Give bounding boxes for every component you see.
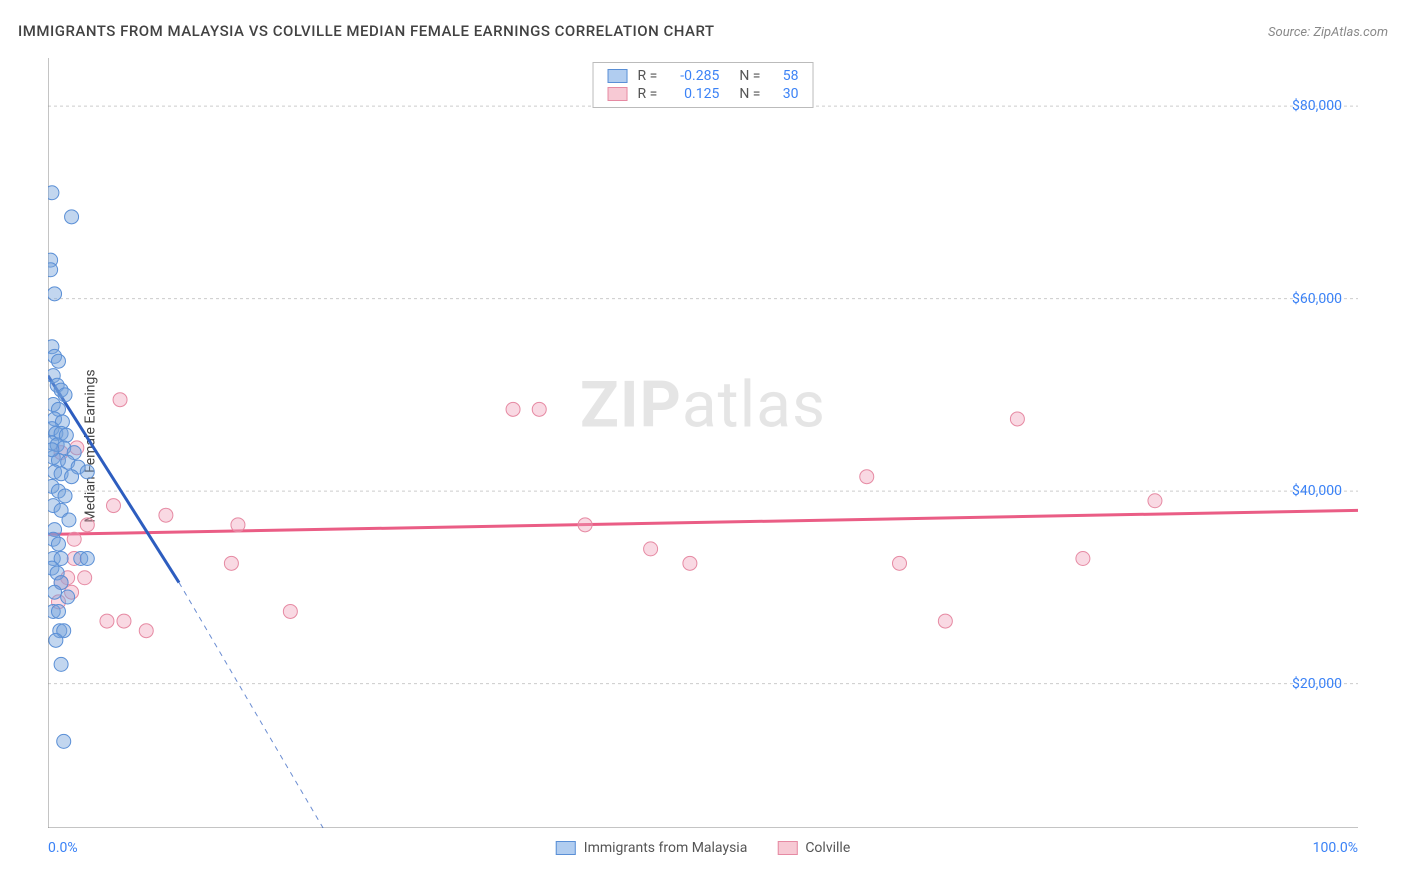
legend-swatch	[608, 69, 628, 83]
y-tick-label: $80,000	[1292, 98, 1342, 114]
legend-label: Immigrants from Malaysia	[584, 840, 748, 856]
legend-swatch	[777, 841, 797, 855]
bottom-legend-item: Colville	[777, 840, 850, 856]
source-prefix: Source:	[1268, 25, 1313, 40]
legend-label: Colville	[805, 840, 850, 856]
y-tick-label: $20,000	[1292, 676, 1342, 692]
source-text: Source: ZipAtlas.com	[1268, 25, 1388, 40]
source-name: ZipAtlas.com	[1313, 25, 1388, 40]
y-tick-label: $60,000	[1292, 291, 1342, 307]
title-row: IMMIGRANTS FROM MALAYSIA VS COLVILLE MED…	[18, 22, 1388, 40]
legend-swatch	[556, 841, 576, 855]
x-tick-label-right: 100.0%	[1313, 840, 1358, 856]
stats-legend-row: R = -0.285 N = 58	[594, 67, 813, 85]
stats-legend-row: R = 0.125 N = 30	[594, 85, 813, 103]
scatter-plot-svg	[48, 58, 1358, 828]
r-value: -0.285	[667, 68, 719, 84]
stats-legend-box: R = -0.285 N = 58 R = 0.125 N = 30	[593, 62, 814, 108]
r-label: R =	[638, 86, 658, 102]
bottom-legend: Immigrants from Malaysia Colville	[556, 840, 850, 856]
n-label: N =	[739, 68, 760, 84]
r-label: R =	[638, 68, 658, 84]
n-value: 58	[770, 68, 798, 84]
legend-swatch	[608, 87, 628, 101]
plot-area: ZIPatlas R =-0.285N =58R =0.125N =30 Imm…	[48, 58, 1358, 828]
n-value: 30	[770, 86, 798, 102]
x-tick-label-left: 0.0%	[48, 840, 78, 856]
n-label: N =	[739, 86, 760, 102]
bottom-legend-item: Immigrants from Malaysia	[556, 840, 748, 856]
chart-container: IMMIGRANTS FROM MALAYSIA VS COLVILLE MED…	[0, 0, 1406, 892]
r-value: 0.125	[667, 86, 719, 102]
y-tick-label: $40,000	[1292, 483, 1342, 499]
chart-title: IMMIGRANTS FROM MALAYSIA VS COLVILLE MED…	[18, 22, 715, 40]
